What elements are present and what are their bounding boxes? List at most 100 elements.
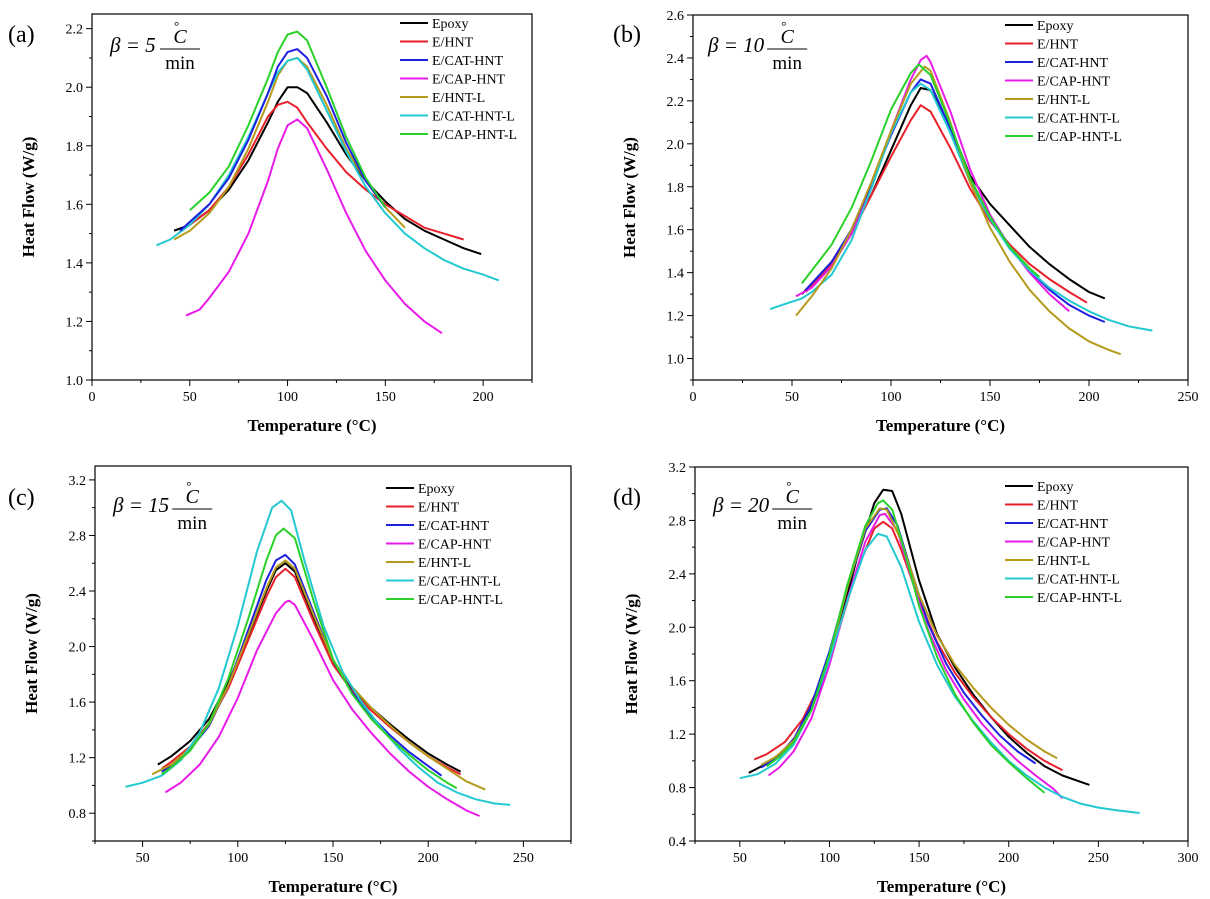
x-axis-label: Temperature (°C) <box>247 416 376 435</box>
plot-frame <box>91 13 533 381</box>
panel-c: 50 100 150 200 250 0.8 1.2 1.6 2.0 2.4 2.8 3.2 Tempe… <box>8 465 572 896</box>
panel-label: (c) <box>8 485 35 511</box>
y-axis-label: Heat Flow (W/g) <box>19 137 38 258</box>
legend-entry: E/CAT-HNT-L <box>418 575 501 590</box>
y-tick-label: 1.6 <box>669 675 687 690</box>
y-tick-label: 1.6 <box>69 696 87 711</box>
y-tick-label: 2.8 <box>69 529 87 544</box>
series-line-e-cap-hnt-l <box>766 499 1046 794</box>
x-axis-label: Temperature (°C) <box>268 877 397 896</box>
x-tick-label: 200 <box>1079 390 1100 405</box>
y-tick-label: 1.2 <box>667 310 685 325</box>
legend-entry: E/HNT-L <box>1037 93 1090 108</box>
rate-unit-degree: ° <box>186 478 191 493</box>
plot-frame <box>94 465 572 842</box>
y-tick-label: 1.8 <box>667 181 685 196</box>
legend-entry: E/CAT-HNT-L <box>432 110 515 125</box>
legend-entry: E/HNT-L <box>418 556 471 571</box>
x-tick-label: 0 <box>690 390 697 405</box>
x-tick-label: 150 <box>980 390 1001 405</box>
legend-entry: E/HNT <box>1037 38 1079 53</box>
y-tick-label: 0.4 <box>669 835 687 850</box>
y-tick-label: 2.8 <box>669 514 687 529</box>
legend-entry: E/CAT-HNT <box>432 54 503 69</box>
rate-annotation: β = 10 <box>707 33 765 57</box>
series-line-e-cat-hnt <box>179 48 387 232</box>
x-tick-label: 200 <box>998 851 1019 866</box>
rate-unit-numerator: C <box>186 486 200 508</box>
x-tick-label: 150 <box>323 851 344 866</box>
rate-unit-denominator: min <box>772 53 802 74</box>
legend: Epoxy E/HNT E/CAT-HNT E/CAP-HNT E/HNT-L E/CAT… <box>1005 480 1122 606</box>
x-axis-label: Temperature (°C) <box>876 416 1005 435</box>
legend-entry: E/CAP-HNT <box>432 73 506 88</box>
y-tick-label: 1.2 <box>69 752 87 767</box>
y-tick-label: 2.4 <box>667 52 685 67</box>
panel-label: (b) <box>613 22 641 48</box>
y-tick-label: 2.2 <box>66 23 84 38</box>
series-line-epoxy <box>173 86 482 256</box>
legend-entry: E/CAP-HNT-L <box>1037 591 1122 606</box>
rate-unit-denominator: min <box>777 513 807 534</box>
y-tick-label: 0.8 <box>669 782 687 797</box>
legend: Epoxy E/HNT E/CAT-HNT E/CAP-HNT E/HNT-L E/CAT… <box>400 17 517 143</box>
series-line-e-hnt <box>177 100 464 241</box>
y-tick-label: 1.4 <box>66 257 84 272</box>
x-tick-label: 200 <box>418 851 439 866</box>
x-tick-label: 250 <box>1088 851 1109 866</box>
series-line-e-hnt-l <box>173 56 406 241</box>
series-line-e-hnt <box>753 520 1063 772</box>
x-tick-label: 250 <box>513 851 534 866</box>
series-line-e-hnt-l <box>795 65 1122 356</box>
y-tick-label: 1.0 <box>667 353 685 368</box>
y-tick-label: 1.4 <box>667 267 685 282</box>
legend-entry: Epoxy <box>418 482 455 497</box>
y-tick-label: 1.2 <box>669 728 687 743</box>
legend-entry: E/HNT <box>432 36 474 51</box>
panel-b: 0 50 100 150 200 250 1.0 1.2 1.4 1.6 1.8 2.0 2.2 2.4 2… <box>613 9 1199 435</box>
legend-entry: E/CAT-HNT <box>418 519 489 534</box>
legend-entry: Epoxy <box>1037 480 1074 495</box>
x-tick-label: 50 <box>136 851 150 866</box>
x-tick-label: 50 <box>733 851 747 866</box>
rate-unit-numerator: C <box>786 486 800 508</box>
y-tick-label: 3.2 <box>669 461 687 476</box>
y-tick-label: 1.2 <box>66 315 84 330</box>
series-line-e-cap-hnt-l <box>161 527 458 790</box>
legend-entry: E/CAT-HNT <box>1037 56 1108 71</box>
rate-annotation: β = 5 <box>109 33 156 57</box>
legend-entry: E/CAP-HNT-L <box>432 128 517 143</box>
legend: Epoxy E/HNT E/CAT-HNT E/CAP-HNT E/HNT-L E/CAT… <box>386 482 503 608</box>
series-line-e-cap-hnt-l <box>189 30 387 211</box>
x-tick-label: 250 <box>1178 390 1199 405</box>
rate-annotation: β = 20 <box>712 493 770 517</box>
rate-unit-degree: ° <box>786 478 791 493</box>
x-axis-label: Temperature (°C) <box>877 877 1006 896</box>
y-tick-label: 1.6 <box>66 198 84 213</box>
legend-entry: E/CAT-HNT-L <box>1037 112 1120 127</box>
y-tick-label: 2.0 <box>667 138 685 153</box>
legend-entry: Epoxy <box>1037 19 1074 34</box>
y-tick-label: 2.0 <box>669 621 687 636</box>
legend-entry: E/HNT-L <box>1037 554 1090 569</box>
y-tick-label: 1.0 <box>66 374 84 389</box>
panel-d: 50 100 150 200 250 300 0.4 0.8 1.2 1.6 2.0 2.4 2.8 3.… <box>613 461 1199 896</box>
x-tick-label: 50 <box>183 390 197 405</box>
series-line-e-cap-hnt-l <box>801 63 1041 285</box>
legend-entry: E/CAP-HNT-L <box>418 593 503 608</box>
series-line-e-cap-hnt <box>164 599 480 817</box>
plot-frame <box>692 14 1189 381</box>
y-tick-label: 0.8 <box>69 807 87 822</box>
y-tick-label: 2.0 <box>66 81 84 96</box>
legend: Epoxy E/HNT E/CAT-HNT E/CAP-HNT E/HNT-L E/CAT… <box>1005 19 1122 145</box>
x-tick-label: 150 <box>375 390 396 405</box>
legend-entry: E/CAP-HNT <box>1037 75 1111 90</box>
series-line-e-cap-hnt <box>767 512 1064 799</box>
rate-unit-degree: ° <box>781 18 786 33</box>
rate-unit-numerator: C <box>173 26 187 48</box>
series-line-e-cap-hnt <box>185 118 443 335</box>
rate-unit-degree: ° <box>174 18 179 33</box>
y-axis-label: Heat Flow (W/g) <box>22 593 41 714</box>
x-tick-label: 300 <box>1178 851 1199 866</box>
